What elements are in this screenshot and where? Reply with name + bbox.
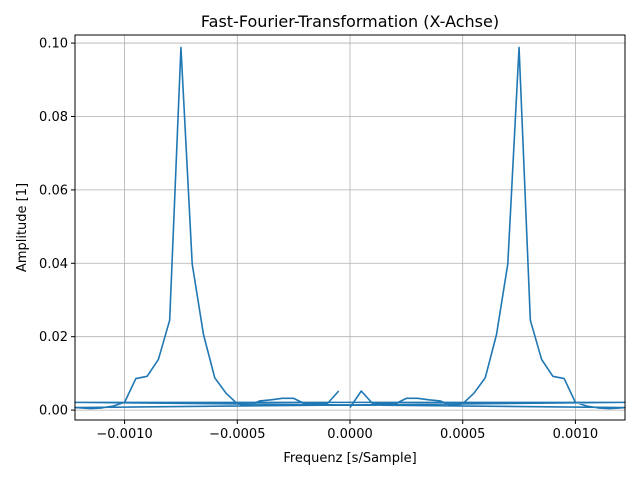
y-tick-label: 0.10 [39, 37, 68, 52]
x-axis-label: Frequenz [s/Sample] [283, 451, 416, 466]
x-tick-label: 0.0010 [553, 427, 599, 442]
chart-title: Fast-Fourier-Transformation (X-Achse) [201, 12, 499, 31]
x-tick-label: 0.0000 [327, 427, 373, 442]
x-tick-label: −0.0005 [209, 427, 265, 442]
y-tick-label: 0.06 [39, 183, 68, 198]
grid [75, 35, 625, 420]
x-tick-label: −0.0010 [96, 427, 152, 442]
y-axis: 0.00 0.02 0.04 0.06 0.08 0.10 [39, 37, 75, 419]
y-tick-label: 0.04 [39, 257, 68, 272]
y-tick-label: 0.00 [39, 404, 68, 419]
x-axis: −0.0010 −0.0005 0.0000 0.0005 0.0010 [96, 420, 598, 442]
y-tick-label: 0.02 [39, 330, 68, 345]
y-axis-label: Amplitude [1] [15, 183, 30, 272]
x-tick-label: 0.0005 [440, 427, 486, 442]
y-tick-label: 0.08 [39, 110, 68, 125]
